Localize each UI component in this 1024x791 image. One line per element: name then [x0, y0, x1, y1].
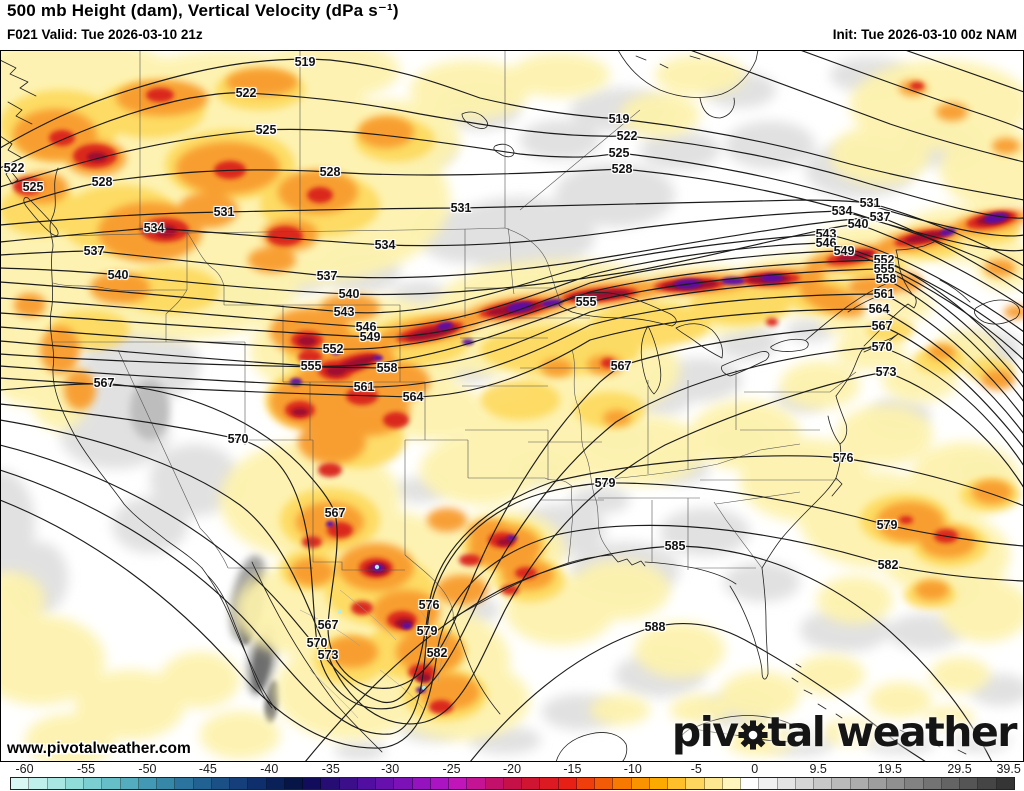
logo-text-piv: piv [671, 708, 739, 756]
gray-shading-layer [0, 57, 1024, 760]
header: 500 mb Height (dam), Vertical Velocity (… [0, 0, 1024, 50]
watermark-url: www.pivotalweather.com [7, 740, 191, 757]
colorbar-tick: -20 [502, 762, 522, 776]
colorbar-cell [941, 778, 960, 789]
colorbar-cell [84, 778, 103, 789]
colorbar-cell [814, 778, 833, 789]
colorbar-cell [303, 778, 322, 789]
colorbar-tick: -5 [690, 762, 702, 776]
colorbar-cell [230, 778, 249, 789]
colorbar-cell [321, 778, 340, 789]
colorbar-cell [211, 778, 230, 789]
colorbar-tick: 39.5 [996, 762, 1021, 776]
colorbar-cell [47, 778, 66, 789]
colorbar-cell [649, 778, 668, 789]
colorbar-cell [996, 778, 1014, 789]
colorbar-tick: -60 [15, 762, 34, 776]
colorbar-cell [595, 778, 614, 789]
colorbar-cell [576, 778, 595, 789]
page-title: 500 mb Height (dam), Vertical Velocity (… [7, 1, 399, 20]
colorbar-tick: -40 [260, 762, 279, 776]
colorbar-cell [11, 778, 30, 789]
colorbar-cell [284, 778, 303, 789]
colorbar-cell [394, 778, 413, 789]
mexico-interior-layer [299, 589, 453, 719]
pivotal-weather-logo: piv [671, 708, 1018, 756]
colorbar-tick: -25 [442, 762, 461, 776]
colorbar-cell [868, 778, 887, 789]
colorbar-tick: -15 [563, 762, 582, 776]
colorbar-tick: -55 [76, 762, 96, 776]
colorbar-cell [887, 778, 906, 789]
colorbar-cell [467, 778, 486, 789]
contour-layer [0, 50, 1024, 762]
colorbar-tick: 0 [751, 762, 759, 776]
colorbar-cell [741, 778, 760, 789]
map-graphic [0, 50, 1024, 762]
colorbar-cell [412, 778, 431, 789]
colorbar-tick: -50 [138, 762, 157, 776]
colorbar-tick: 9.5 [809, 762, 827, 776]
forecast-valid-label: F021 Valid: Tue 2026-03-10 21z [7, 27, 203, 42]
colorbar-cell [558, 778, 577, 789]
colorbar-cell [193, 778, 212, 789]
colorbar-cell [503, 778, 522, 789]
colorbar-cell [722, 778, 741, 789]
colorbar-cell [777, 778, 796, 789]
logo-text-tal: tal [767, 708, 826, 756]
colorbar-cell [430, 778, 449, 789]
colorbar-cell [248, 778, 267, 789]
map-canvas: 519 519 522 522 522 525 525 525 528 528 528 531 531 5… [0, 50, 1024, 762]
colorbar-cell [339, 778, 358, 789]
colorbar-cell [29, 778, 48, 789]
colorbar-tick: -35 [321, 762, 340, 776]
colorbar-cell [175, 778, 194, 789]
colorbar-cell [522, 778, 541, 789]
colorbar-cell [978, 778, 997, 789]
border-layer [52, 50, 857, 619]
gear-icon [737, 712, 768, 760]
model-init-label: Init: Tue 2026-03-10 00z NAM [832, 27, 1017, 42]
colorbar-cell [631, 778, 650, 789]
colorbar-cell [540, 778, 559, 789]
colorbar-cell [65, 778, 84, 789]
colorbar-cell [120, 778, 139, 789]
colorbar-cell [704, 778, 723, 789]
colorbar-tick: 19.5 [877, 762, 903, 776]
colorbar-cell [850, 778, 869, 789]
colorbar-cell [266, 778, 285, 789]
colorbar-tick: -45 [198, 762, 217, 776]
colorbar-cell [102, 778, 121, 789]
colorbar-cell [923, 778, 942, 789]
colorbar-cell [960, 778, 979, 789]
colorbar-cell [686, 778, 705, 789]
colorbar-cell [485, 778, 504, 789]
logo-text-weather: weather [836, 708, 1017, 756]
colorbar-cells [10, 777, 1015, 790]
colorbar-tick: -30 [381, 762, 400, 776]
colorbar-cell [449, 778, 468, 789]
colorbar-tick: -10 [623, 762, 642, 776]
colorbar-cell [668, 778, 687, 789]
colorbar-cell [905, 778, 924, 789]
colorbar-cell [759, 778, 778, 789]
colorbar-tick: 29.5 [947, 762, 972, 776]
colorbar-cell [376, 778, 395, 789]
colorbar-cell [613, 778, 632, 789]
colorbar-cell [795, 778, 814, 789]
colorbar-ticks: -60 -55 -50 -45 -40 -35 -30 -25 -20 -15 -10 -5 0 9.5 1… [0, 762, 1024, 777]
colorbar-cell [357, 778, 376, 789]
colorbar-cell [157, 778, 176, 789]
colorbar-cell [138, 778, 157, 789]
colorbar-cell [832, 778, 851, 789]
